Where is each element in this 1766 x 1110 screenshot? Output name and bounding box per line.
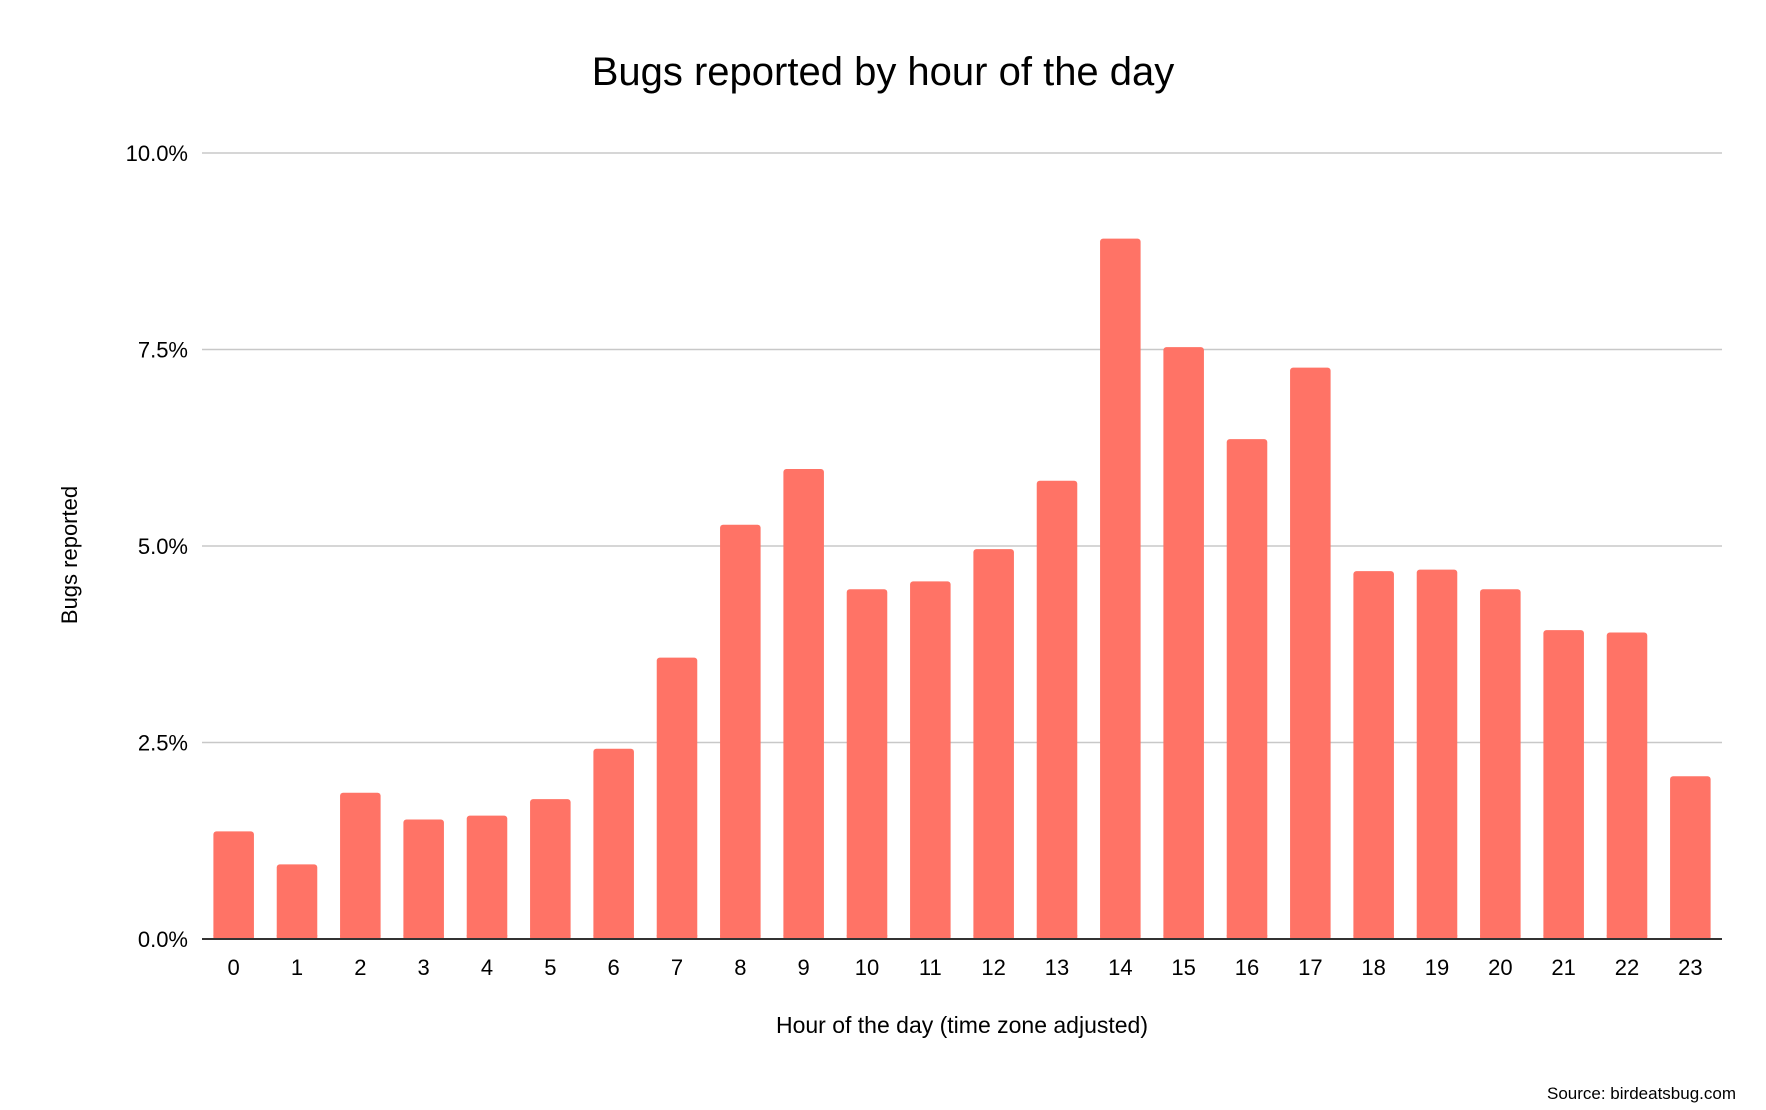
x-tick-label: 15 xyxy=(1171,955,1195,980)
bar xyxy=(846,589,888,939)
x-tick-label: 6 xyxy=(608,955,620,980)
bar-base xyxy=(466,935,508,939)
x-tick-label: 8 xyxy=(734,955,746,980)
x-tick-label: 10 xyxy=(855,955,879,980)
x-tick-label: 5 xyxy=(544,955,556,980)
source-note: Source: birdeatsbug.com xyxy=(1547,1084,1736,1103)
bar xyxy=(1226,439,1268,939)
bar xyxy=(340,792,381,939)
x-tick-label: 17 xyxy=(1298,955,1322,980)
bar xyxy=(466,815,508,939)
x-tick-label: 3 xyxy=(418,955,430,980)
bar xyxy=(1036,480,1078,939)
x-tick-label: 19 xyxy=(1425,955,1449,980)
bar xyxy=(1606,632,1648,939)
bar xyxy=(1670,776,1711,939)
bar-base xyxy=(213,935,254,939)
bar-base xyxy=(1670,935,1711,939)
x-tick-label: 4 xyxy=(481,955,493,980)
bar-base xyxy=(1416,935,1458,939)
x-tick-label: 22 xyxy=(1615,955,1639,980)
x-axis-label: Hour of the day (time zone adjusted) xyxy=(775,1012,1149,1038)
bar-base xyxy=(1100,935,1141,939)
bar xyxy=(593,748,634,939)
x-tick-label: 1 xyxy=(291,955,303,980)
y-tick-label: 7.5% xyxy=(138,338,188,363)
y-tick-label: 5.0% xyxy=(138,534,188,559)
bar-base xyxy=(593,935,634,939)
x-tick-label: 12 xyxy=(981,955,1005,980)
bar-base xyxy=(720,935,761,939)
bar xyxy=(1480,589,1521,939)
x-tick-label: 7 xyxy=(671,955,683,980)
bar xyxy=(720,524,761,939)
x-tick-label: 18 xyxy=(1361,955,1385,980)
bar-base xyxy=(340,935,381,939)
y-tick-label: 10.0% xyxy=(126,141,188,166)
bar-base xyxy=(910,935,951,939)
bar xyxy=(1290,367,1331,939)
x-tick-label: 0 xyxy=(228,955,240,980)
x-tick-label: 20 xyxy=(1488,955,1512,980)
x-tick-label: 23 xyxy=(1678,955,1702,980)
x-tick-label: 14 xyxy=(1108,955,1132,980)
bar-base xyxy=(656,935,698,939)
bar-base xyxy=(403,935,444,939)
bar xyxy=(1543,630,1584,939)
x-tick-label: 21 xyxy=(1551,955,1575,980)
bar-base xyxy=(1163,935,1204,939)
bar xyxy=(656,657,698,939)
bar-base xyxy=(846,935,888,939)
bar xyxy=(973,549,1014,939)
bar xyxy=(1100,238,1141,939)
bar xyxy=(213,831,254,939)
bar xyxy=(1163,347,1204,940)
bar-base xyxy=(1353,935,1394,939)
bar-base xyxy=(783,935,824,939)
x-tick-label: 11 xyxy=(919,955,942,980)
bar xyxy=(783,468,824,939)
bar-base xyxy=(276,935,318,939)
bar-base xyxy=(973,935,1014,939)
bar xyxy=(1353,571,1394,939)
y-tick-label: 0.0% xyxy=(138,927,188,952)
x-tick-label: 13 xyxy=(1045,955,1069,980)
bar xyxy=(276,864,318,939)
y-tick-label: 2.5% xyxy=(138,731,188,756)
bar-base xyxy=(1036,935,1078,939)
bar xyxy=(530,799,571,939)
bar-base xyxy=(1606,935,1648,939)
bar-base xyxy=(1290,935,1331,939)
x-tick-label: 9 xyxy=(798,955,810,980)
bar xyxy=(1416,569,1458,939)
bar-base xyxy=(1480,935,1521,939)
x-tick-label: 16 xyxy=(1235,955,1259,980)
bar xyxy=(910,581,951,939)
bar xyxy=(403,819,444,939)
bar-base xyxy=(1226,935,1268,939)
x-tick-label: 2 xyxy=(354,955,366,980)
bar-base xyxy=(530,935,571,939)
bar-base xyxy=(1543,935,1584,939)
chart-title: Bugs reported by hour of the day xyxy=(591,50,1175,94)
